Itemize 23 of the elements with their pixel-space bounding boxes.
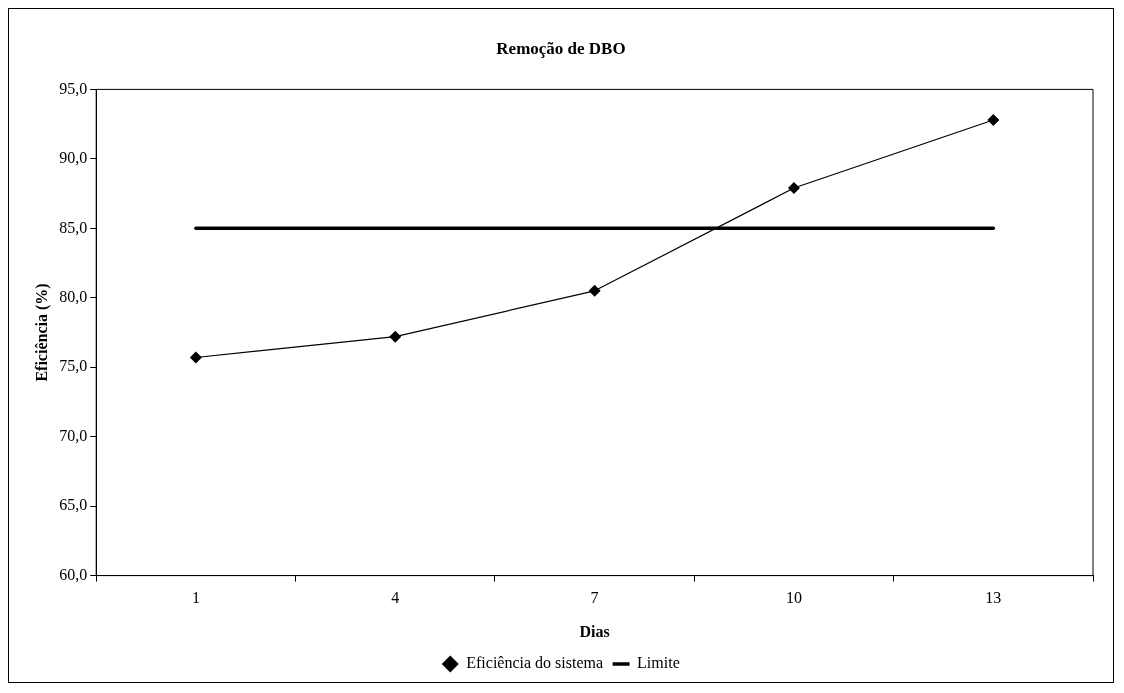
legend-label: Eficiência do sistema	[466, 654, 604, 672]
x-axis-title: Dias	[579, 622, 610, 640]
y-tick-label: 65,0	[59, 496, 88, 514]
x-tick-label: 4	[391, 589, 400, 607]
legend-label: Limite	[637, 654, 680, 672]
y-tick-label: 80,0	[59, 287, 88, 305]
x-tick-label: 10	[785, 589, 802, 607]
x-tick-label: 13	[985, 589, 1002, 607]
point	[787, 182, 800, 195]
x-tick-label: 7	[590, 589, 599, 607]
y-tick-label: 70,0	[59, 426, 88, 444]
x-tick-label: 1	[191, 589, 200, 607]
point	[189, 351, 202, 364]
y-tick-label: 95,0	[59, 79, 88, 97]
point	[389, 330, 402, 343]
y-tick-label: 85,0	[59, 218, 88, 236]
y-tick-label: 60,0	[59, 565, 88, 583]
point	[588, 284, 601, 297]
y-tick-label: 90,0	[59, 149, 88, 167]
chart-title: Remoção de DBO	[496, 38, 626, 58]
point	[987, 113, 1000, 126]
y-axis-title: Eficiência (%)	[32, 283, 51, 382]
y-tick-label: 75,0	[59, 357, 88, 375]
